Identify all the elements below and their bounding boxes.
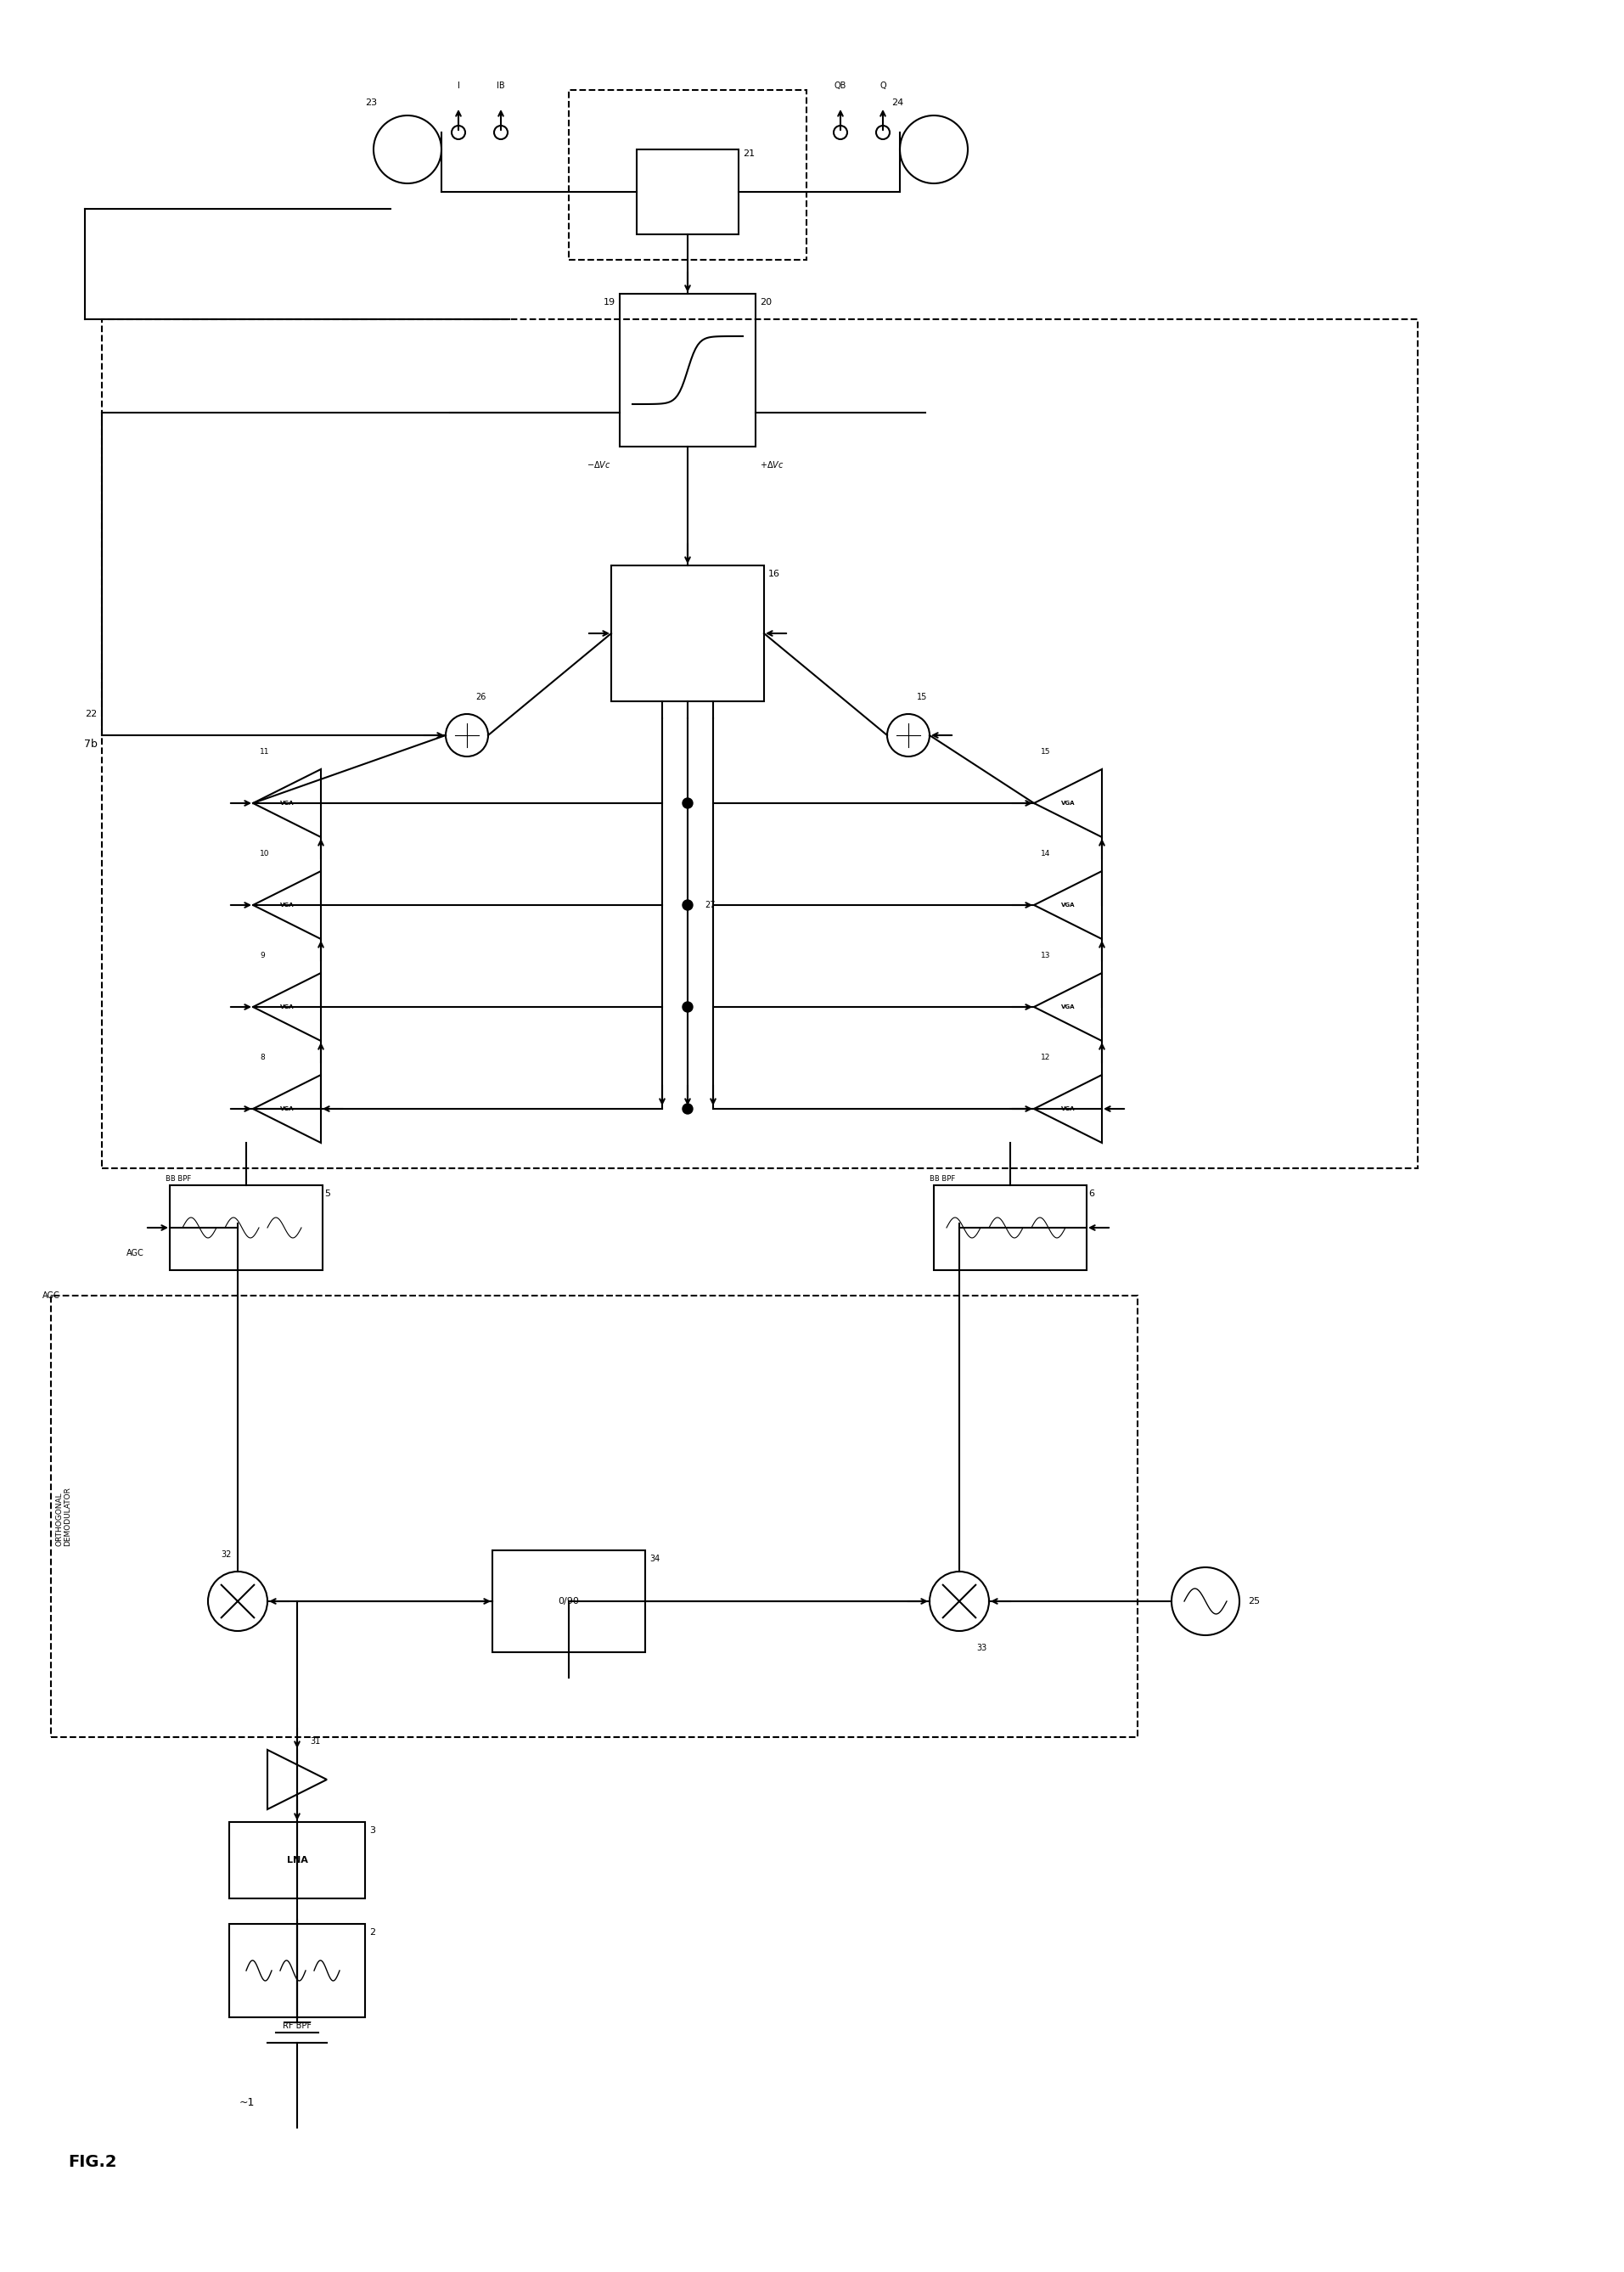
Bar	[620, 293, 755, 448]
Text: 0/90: 0/90	[559, 1597, 580, 1606]
Text: 34: 34	[650, 1554, 659, 1563]
Text: VGA: VGA	[279, 1004, 294, 1009]
Text: 19: 19	[604, 298, 615, 307]
Text: 9: 9	[260, 952, 265, 959]
Text: ~1: ~1	[239, 2097, 255, 2108]
Bar	[492, 1550, 645, 1652]
Text: 22: 22	[84, 709, 97, 718]
Text: $-\Delta Vc$: $-\Delta Vc$	[586, 459, 611, 470]
Text: 26: 26	[476, 693, 486, 702]
Text: 8: 8	[260, 1054, 265, 1061]
Text: 31: 31	[310, 1738, 320, 1745]
Circle shape	[682, 797, 693, 809]
Text: BB BPF: BB BPF	[929, 1175, 955, 1184]
Text: VGA: VGA	[279, 1106, 294, 1111]
Text: LNA: LNA	[286, 1856, 307, 1865]
Bar	[637, 150, 739, 234]
Text: BB BPF: BB BPF	[166, 1175, 192, 1184]
Text: 32: 32	[221, 1550, 231, 1559]
Text: FIG.2: FIG.2	[68, 2154, 117, 2170]
Circle shape	[929, 1572, 989, 1631]
Circle shape	[887, 713, 929, 757]
Polygon shape	[253, 1075, 322, 1143]
Circle shape	[682, 1002, 693, 1011]
Circle shape	[445, 713, 489, 757]
Text: 15: 15	[1041, 747, 1051, 757]
Text: AGC: AGC	[127, 1250, 145, 1256]
Text: 10: 10	[260, 850, 270, 857]
Text: 3: 3	[369, 1827, 375, 1836]
Text: IB: IB	[497, 82, 505, 91]
Text: 6: 6	[1088, 1191, 1095, 1197]
Text: 20: 20	[760, 298, 771, 307]
Text: VGA: VGA	[1060, 1106, 1075, 1111]
Text: $+\Delta Vc$: $+\Delta Vc$	[760, 459, 784, 470]
Polygon shape	[1034, 972, 1103, 1041]
Text: 11: 11	[260, 747, 270, 757]
Polygon shape	[1034, 770, 1103, 836]
Polygon shape	[253, 870, 322, 938]
Bar	[102, 320, 1418, 1168]
Text: RF BPF: RF BPF	[283, 2022, 312, 2029]
Text: ORTHOGONAL
DEMODULATOR: ORTHOGONAL DEMODULATOR	[55, 1486, 71, 1545]
Text: 5: 5	[325, 1191, 330, 1197]
Text: 13: 13	[1041, 952, 1051, 959]
Text: AGC: AGC	[42, 1290, 60, 1300]
Text: 14: 14	[1041, 850, 1051, 857]
Circle shape	[682, 900, 693, 911]
Text: 12: 12	[1041, 1054, 1051, 1061]
Text: 15: 15	[918, 693, 927, 702]
Text: 33: 33	[976, 1643, 987, 1652]
Text: VGA: VGA	[1060, 1004, 1075, 1009]
Polygon shape	[1034, 1075, 1103, 1143]
Text: QB: QB	[835, 82, 846, 91]
Text: 24: 24	[892, 98, 903, 107]
Bar	[611, 566, 763, 702]
Bar	[229, 1822, 365, 1899]
Polygon shape	[1034, 870, 1103, 938]
Circle shape	[208, 1572, 268, 1631]
Text: Q: Q	[880, 82, 887, 91]
Bar	[50, 1295, 1137, 1738]
Text: VGA: VGA	[279, 800, 294, 807]
Text: VGA: VGA	[1060, 800, 1075, 807]
Text: 21: 21	[742, 150, 755, 159]
Bar	[229, 1924, 365, 2018]
Bar	[934, 1186, 1086, 1270]
Text: 27: 27	[705, 900, 715, 909]
Circle shape	[682, 1104, 693, 1113]
Bar	[568, 91, 807, 259]
Text: 2: 2	[369, 1929, 375, 1936]
Text: 23: 23	[365, 98, 377, 107]
Polygon shape	[253, 972, 322, 1041]
Text: 25: 25	[1247, 1597, 1260, 1606]
Text: 16: 16	[768, 570, 780, 577]
Text: VGA: VGA	[279, 902, 294, 907]
Bar	[171, 1186, 323, 1270]
Text: 7b: 7b	[84, 738, 97, 750]
Polygon shape	[268, 1749, 326, 1809]
Text: VGA: VGA	[1060, 902, 1075, 907]
Text: I: I	[458, 82, 460, 91]
Polygon shape	[253, 770, 322, 836]
